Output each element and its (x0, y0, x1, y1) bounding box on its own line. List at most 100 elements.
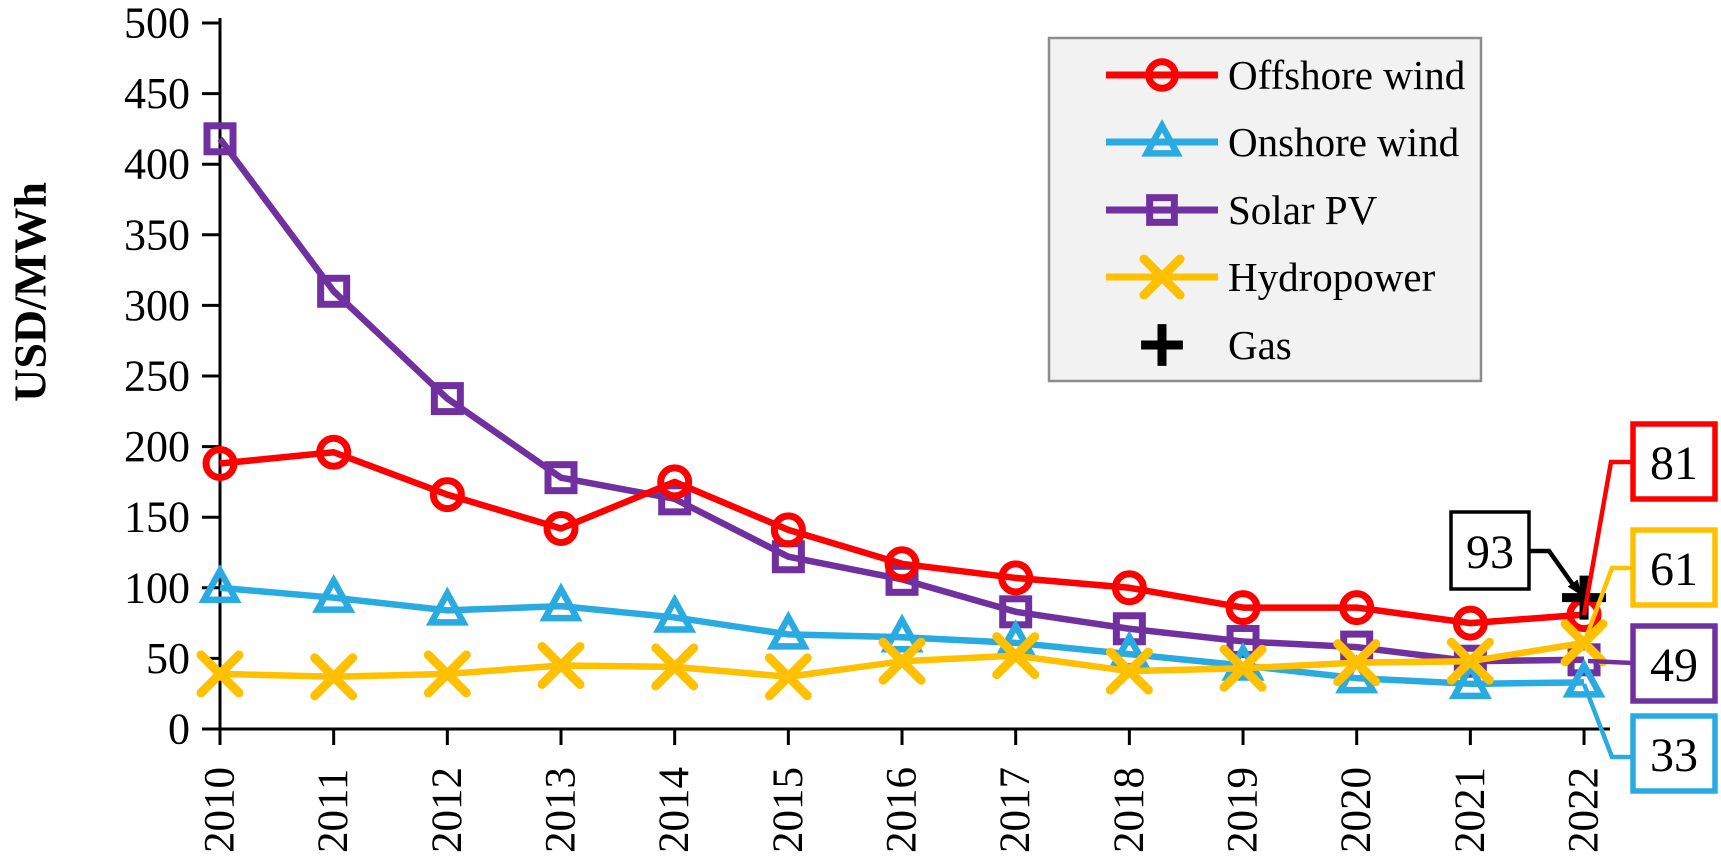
y-tick-label: 0 (168, 705, 190, 754)
y-tick-label: 250 (124, 352, 190, 401)
triangle-marker (198, 564, 242, 604)
x-marker (1446, 637, 1494, 685)
y-axis-title: USD/MWh (5, 182, 56, 402)
y-tick-label: 400 (124, 140, 190, 189)
legend-item-hydropower: Hydropower (1106, 254, 1436, 300)
y-tick-label: 500 (124, 0, 190, 48)
callout-gas: 93 (1449, 510, 1582, 596)
square-marker (317, 274, 351, 308)
callout-box-offshore-wind (1630, 421, 1718, 502)
x-tick-label: 2016 (879, 767, 926, 853)
x-marker (1333, 639, 1381, 687)
triangle-marker (880, 613, 924, 653)
x-tick-label: 2018 (1106, 767, 1153, 853)
axes (202, 18, 1610, 745)
legend-item-gas: Gas (1141, 322, 1292, 368)
callout-value-offshore-wind: 81 (1650, 437, 1698, 490)
x-marker (878, 637, 926, 685)
x-tick-label: 2017 (992, 767, 1039, 853)
callout-leader-offshore-wind (1581, 459, 1633, 616)
callout-solar-pv: 49 (1587, 623, 1718, 704)
x-marker (1219, 644, 1267, 692)
legend-label-gas: Gas (1228, 322, 1292, 368)
x-marker (423, 650, 471, 698)
callout-leader-onshore-wind (1581, 683, 1633, 760)
circle-marker (884, 546, 920, 582)
circle-marker (316, 434, 352, 470)
x-tick-label: 2015 (765, 767, 812, 853)
x-marker (537, 641, 585, 689)
x-tick-label: 2019 (1220, 767, 1267, 853)
x-tick-label: 2014 (651, 767, 698, 853)
y-tick-label: 50 (146, 634, 190, 683)
triangle-marker (1562, 658, 1606, 698)
legend-item-solar-pv: Solar PV (1106, 187, 1378, 233)
circle-marker (543, 510, 579, 546)
callout-offshore-wind: 81 (1581, 421, 1718, 616)
series-line-offshore-wind (219, 448, 1585, 627)
triangle-marker (312, 573, 356, 613)
square-marker (658, 482, 692, 516)
callout-value-onshore-wind: 33 (1650, 729, 1698, 782)
circle-marker (1225, 590, 1261, 626)
callout-box-hydropower (1630, 527, 1718, 608)
triangle-marker (766, 610, 810, 650)
legend-label-onshore-wind: Onshore wind (1228, 119, 1459, 165)
x-marker (196, 650, 244, 698)
callout-arrowhead (1567, 579, 1582, 596)
series-offshore-wind (202, 434, 1602, 641)
callout-box-solar-pv (1630, 623, 1718, 704)
legend-marker-solar-pv-icon (1146, 194, 1178, 226)
callout-box-onshore-wind (1630, 713, 1718, 794)
triangle-marker (1448, 660, 1492, 700)
x-tick-label: 2021 (1447, 767, 1494, 853)
x-marker (992, 632, 1040, 680)
square-marker (544, 461, 578, 495)
callout-box-gas (1449, 510, 1531, 591)
y-tick-label: 300 (124, 281, 190, 330)
legend-marker-gas-icon (1141, 324, 1183, 366)
circle-marker (657, 464, 693, 500)
circle-marker (202, 446, 238, 482)
legend-marker-onshore-wind-icon (1141, 119, 1183, 157)
circle-marker (998, 560, 1034, 596)
x-tick-label: 2022 (1561, 767, 1608, 853)
triangle-marker (653, 593, 697, 633)
legend-label-solar-pv: Solar PV (1228, 187, 1378, 233)
square-marker (203, 122, 237, 156)
y-tick-label: 100 (124, 563, 190, 612)
x-marker (651, 643, 699, 691)
legend: Offshore wind Onshore wind Solar PV Hydropo… (1047, 36, 1483, 383)
circle-marker (1452, 605, 1488, 641)
circle-marker (1111, 570, 1147, 606)
x-tick-label: 2010 (197, 767, 244, 853)
legend-marker-offshore-wind-icon (1145, 58, 1179, 92)
x-marker (1105, 647, 1153, 695)
x-tick-label: 2013 (538, 767, 585, 853)
circle-marker (429, 477, 465, 513)
legend-label-offshore-wind: Offshore wind (1228, 52, 1465, 98)
circle-marker (770, 512, 806, 548)
triangle-marker (425, 586, 469, 626)
callout-value-solar-pv: 49 (1650, 639, 1698, 692)
triangle-marker (539, 582, 583, 622)
y-tick-label: 200 (124, 422, 190, 471)
series-line-onshore-wind (219, 584, 1585, 688)
x-tick-label: 2020 (1333, 767, 1380, 853)
y-tick-label: 150 (124, 493, 190, 542)
callout-value-gas: 93 (1466, 526, 1514, 579)
y-tick-label: 350 (124, 210, 190, 259)
circle-marker (1339, 590, 1375, 626)
y-tick-label: 450 (124, 69, 190, 118)
square-marker (430, 382, 464, 416)
x-tick-label: 2012 (424, 767, 471, 853)
legend-label-hydropower: Hydropower (1228, 254, 1436, 300)
callout-leader-solar-pv (1587, 658, 1634, 666)
x-tick-label: 2011 (310, 769, 357, 853)
callout-leader-hydropower (1581, 565, 1633, 644)
x-marker (764, 653, 812, 701)
callout-hydropower: 61 (1581, 527, 1718, 644)
callout-leader-gas (1529, 548, 1578, 591)
